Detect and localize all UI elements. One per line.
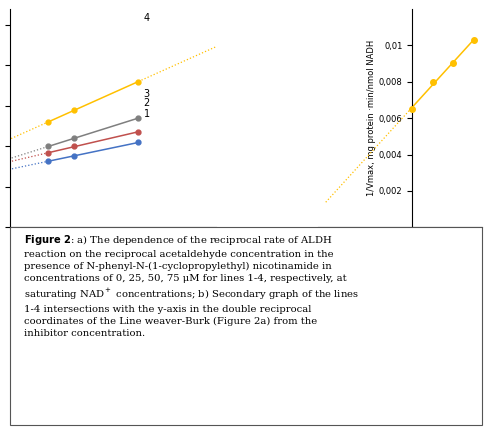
Text: 2: 2 (144, 99, 150, 108)
Text: $\bf{Figure}$ $\bf{2}$: a) The dependence of the reciprocal rate of ALDH
reactio: $\bf{Figure}$ $\bf{2}$: a) The dependenc… (24, 233, 359, 338)
Text: 1: 1 (144, 109, 150, 119)
Text: 0: 0 (409, 238, 415, 247)
FancyBboxPatch shape (10, 227, 482, 425)
X-axis label: [inhibitor], mM: [inhibitor], mM (369, 249, 431, 258)
Y-axis label: 1/Vmax, mg protein ·min/nmol NADH: 1/Vmax, mg protein ·min/nmol NADH (367, 40, 376, 196)
Text: 4: 4 (144, 13, 150, 23)
X-axis label: 1/[acetaldehyde], 1/mM): 1/[acetaldehyde], 1/mM) (61, 249, 165, 258)
Text: 3: 3 (144, 89, 150, 99)
